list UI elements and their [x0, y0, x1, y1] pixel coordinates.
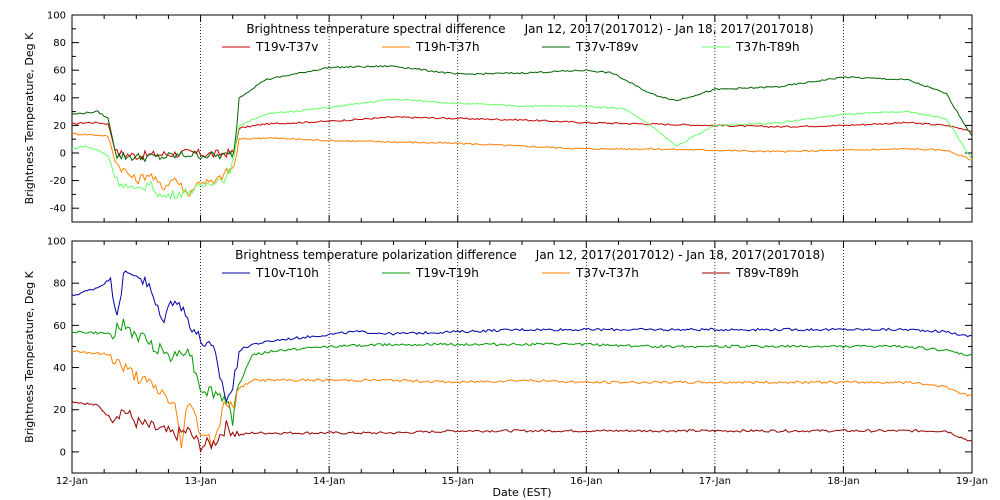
legend-label: T37v-T89v	[575, 40, 638, 54]
y-tick-label: 40	[53, 93, 66, 104]
legend-label: T37h-T89h	[735, 40, 800, 54]
y-axis-label: Brightness Temperature, Deg K	[23, 32, 36, 204]
x-tick-label: 15-Jan	[442, 476, 474, 487]
y-tick-label: 0	[60, 447, 66, 458]
chart-title: Brightness temperature spectral differen…	[246, 22, 813, 36]
series-line-t10v-t10h	[72, 270, 972, 404]
y-tick-label: 100	[47, 11, 66, 22]
y-tick-label: 20	[53, 121, 66, 132]
series-line-t89v-t89h	[72, 400, 972, 454]
y-tick-label: 60	[53, 66, 66, 77]
legend-label: T89v-T89h	[735, 266, 799, 280]
spectral-difference-panel: -40 -20 0 20 40 60 80 100 Brightness temperature…	[23, 11, 973, 223]
y-tick-label: 40	[53, 363, 66, 374]
x-tick-label: 12-Jan	[56, 476, 88, 487]
y-tick-label: 60	[53, 321, 66, 332]
legend-label: T19v-T19h	[415, 266, 479, 280]
y-axis-label: Brightness Temperature, Deg K	[23, 270, 36, 442]
x-tick-label: 19-Jan	[956, 476, 988, 487]
polarization-difference-panel: 0 20 40 60 80 100 Brightness temperature polar…	[23, 237, 973, 474]
x-axis-label: Date (EST)	[492, 486, 551, 499]
y-tick-label: 80	[53, 38, 66, 49]
shared-x-axis-labels: 12-Jan 13-Jan 14-Jan 15-Jan 16-Jan 17-Jan 18-J…	[56, 476, 988, 487]
y-tick-label: 80	[53, 279, 66, 290]
series-line-t19v-t19h	[72, 318, 972, 426]
x-tick-label: 17-Jan	[699, 476, 731, 487]
y-tick-label: -40	[50, 204, 66, 215]
series-line-t37v-t37h	[72, 349, 972, 449]
y-tick-label: 100	[47, 237, 66, 248]
y-tick-label: 0	[60, 149, 66, 160]
x-tick-label: 13-Jan	[184, 476, 216, 487]
legend-label: T37v-T37h	[575, 266, 639, 280]
series-line-t37h-t89h	[72, 98, 972, 200]
x-tick-label: 18-Jan	[827, 476, 859, 487]
chart-title: Brightness temperature polarization diff…	[235, 248, 825, 262]
x-tick-label: 14-Jan	[313, 476, 345, 487]
legend-label: T19v-T37v	[255, 40, 318, 54]
legend-label: T19h-T37h	[415, 40, 480, 54]
series-line-t19h-t37h	[72, 132, 972, 198]
series-line-t37v-t89v	[72, 65, 972, 163]
legend-label: T10v-T10h	[255, 266, 319, 280]
series-line-t19v-t37v	[72, 116, 972, 161]
y-tick-label: 20	[53, 405, 66, 416]
y-tick-label: -20	[50, 176, 66, 187]
plot-frame	[71, 14, 973, 223]
x-tick-label: 16-Jan	[570, 476, 602, 487]
